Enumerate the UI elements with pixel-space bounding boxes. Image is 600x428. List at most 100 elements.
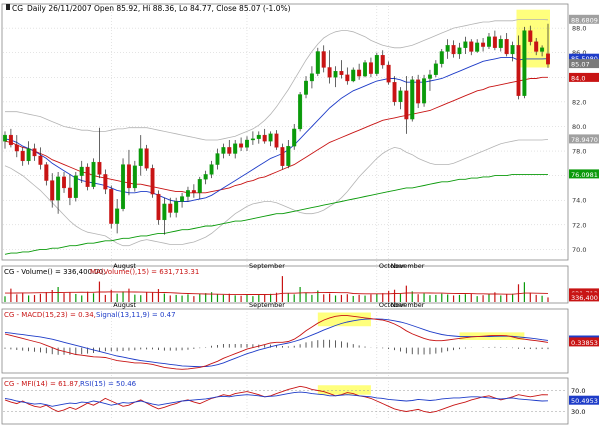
candle-body xyxy=(156,193,161,221)
candle-body xyxy=(486,36,491,47)
price-right-label: 84.0 xyxy=(571,74,585,82)
candle-body xyxy=(510,45,515,55)
mfi-layer: 70.0 50.4953 30.0 xyxy=(3,385,599,416)
price-right-label-bg xyxy=(569,14,599,24)
candle-body xyxy=(534,41,539,52)
candle-body xyxy=(44,164,49,181)
candle-body xyxy=(427,74,432,79)
candle-body xyxy=(280,147,285,166)
volume-panel-frame xyxy=(1,265,569,304)
price-header-text: Daily 26/11/2007 Open 85.92, Hi 88.36, L… xyxy=(27,4,291,13)
candle-body xyxy=(162,203,167,221)
price-right-label-bg xyxy=(569,59,599,69)
mfi-right-label: 70.0 xyxy=(571,387,585,395)
candle-body xyxy=(327,67,332,78)
candle-body xyxy=(304,80,308,95)
month-label: August xyxy=(113,262,136,270)
candle-body xyxy=(439,51,444,64)
month-label-lower: September xyxy=(249,301,285,309)
candle-body xyxy=(410,79,415,120)
candle-body xyxy=(221,147,226,154)
candle-body xyxy=(91,161,96,187)
candle-body xyxy=(268,133,273,142)
candle-body xyxy=(191,190,196,193)
price-right-label-bg xyxy=(569,134,599,144)
month-label-lower: October xyxy=(379,301,405,309)
month-label: October xyxy=(379,262,405,270)
mfi-highlight-box xyxy=(317,385,371,395)
candle-body xyxy=(215,153,220,165)
candle-body xyxy=(85,166,90,187)
price-panel-frame xyxy=(1,3,569,261)
candle-body xyxy=(368,62,373,74)
candle-body xyxy=(540,47,545,52)
candle-body xyxy=(245,139,249,148)
candle-body xyxy=(498,39,503,48)
candle-body xyxy=(197,179,202,193)
price-right-label: 76.0981 xyxy=(571,171,598,179)
price-y-tick: 80.0 xyxy=(572,123,586,131)
price-right-label: 85.07 xyxy=(571,61,590,69)
candle-body xyxy=(250,138,255,141)
month-labels: August August September September October Oct… xyxy=(113,262,425,309)
macd-line xyxy=(4,315,549,370)
macd-right-label: 0.33853 xyxy=(571,339,598,347)
candle-body xyxy=(451,45,456,55)
candle-body xyxy=(351,69,356,82)
candle-body xyxy=(516,45,521,96)
rsi-legend-text: RSI(15) = 50.46 xyxy=(80,380,137,388)
mfi-right-label-bg xyxy=(569,406,599,416)
candle-body xyxy=(463,41,468,48)
price-y-tick: 82.0 xyxy=(572,98,586,106)
volume-ma-legend-text: MA(Volume(),15) = 631,713.31 xyxy=(90,268,199,276)
macd-legend-text: CG - MACD(15,23) = 0.34, xyxy=(4,311,96,319)
macd-signal-line xyxy=(4,318,549,368)
mfi-legend-text: CG - MFI(14) = 61.87, xyxy=(4,380,80,388)
bollinger-lower-line xyxy=(4,139,549,247)
candle-body xyxy=(315,51,320,74)
month-label-lower: August xyxy=(113,301,136,309)
candle-body xyxy=(168,203,173,213)
candle-body xyxy=(62,176,67,189)
candle-body xyxy=(67,187,72,198)
mfi-panel-frame xyxy=(1,377,569,425)
candle-body xyxy=(481,42,486,47)
price-y-tick: 72.0 xyxy=(572,221,586,229)
candle-body xyxy=(363,62,368,77)
mfi-right-label-bg xyxy=(569,395,599,405)
candle-body xyxy=(203,174,208,180)
candle-body xyxy=(374,55,379,74)
candle-body xyxy=(32,148,37,157)
candle-body xyxy=(209,164,214,175)
candle-body xyxy=(475,42,480,52)
candle-body xyxy=(469,41,474,52)
candle-body xyxy=(185,190,190,197)
bollinger-bands xyxy=(4,19,549,247)
candle-body xyxy=(174,201,179,213)
ticker-label: CG xyxy=(12,4,23,13)
candle-body xyxy=(274,133,279,148)
candle-body xyxy=(73,175,78,198)
candle-body xyxy=(26,148,31,162)
candle-body xyxy=(109,189,114,224)
candle-body xyxy=(227,147,232,154)
price-right-label-bg xyxy=(569,72,599,82)
candle-body xyxy=(333,71,338,78)
candle-body xyxy=(292,128,297,147)
candle-body xyxy=(180,196,185,202)
volume-layer: 631,713336,400 xyxy=(4,276,599,302)
candle-body xyxy=(357,69,362,77)
ticker-marker-icon xyxy=(6,4,10,10)
candle-body xyxy=(144,148,149,169)
price-y-tick: 74.0 xyxy=(572,197,586,205)
macd-right-label-bg xyxy=(569,337,599,347)
mfi-right-label: 30.0 xyxy=(571,408,585,416)
candle-body xyxy=(546,53,550,65)
rsi-line xyxy=(4,391,549,407)
candle-body xyxy=(233,143,238,154)
candle-body xyxy=(126,164,131,189)
candle-body xyxy=(20,150,25,162)
candle-body xyxy=(445,45,450,52)
